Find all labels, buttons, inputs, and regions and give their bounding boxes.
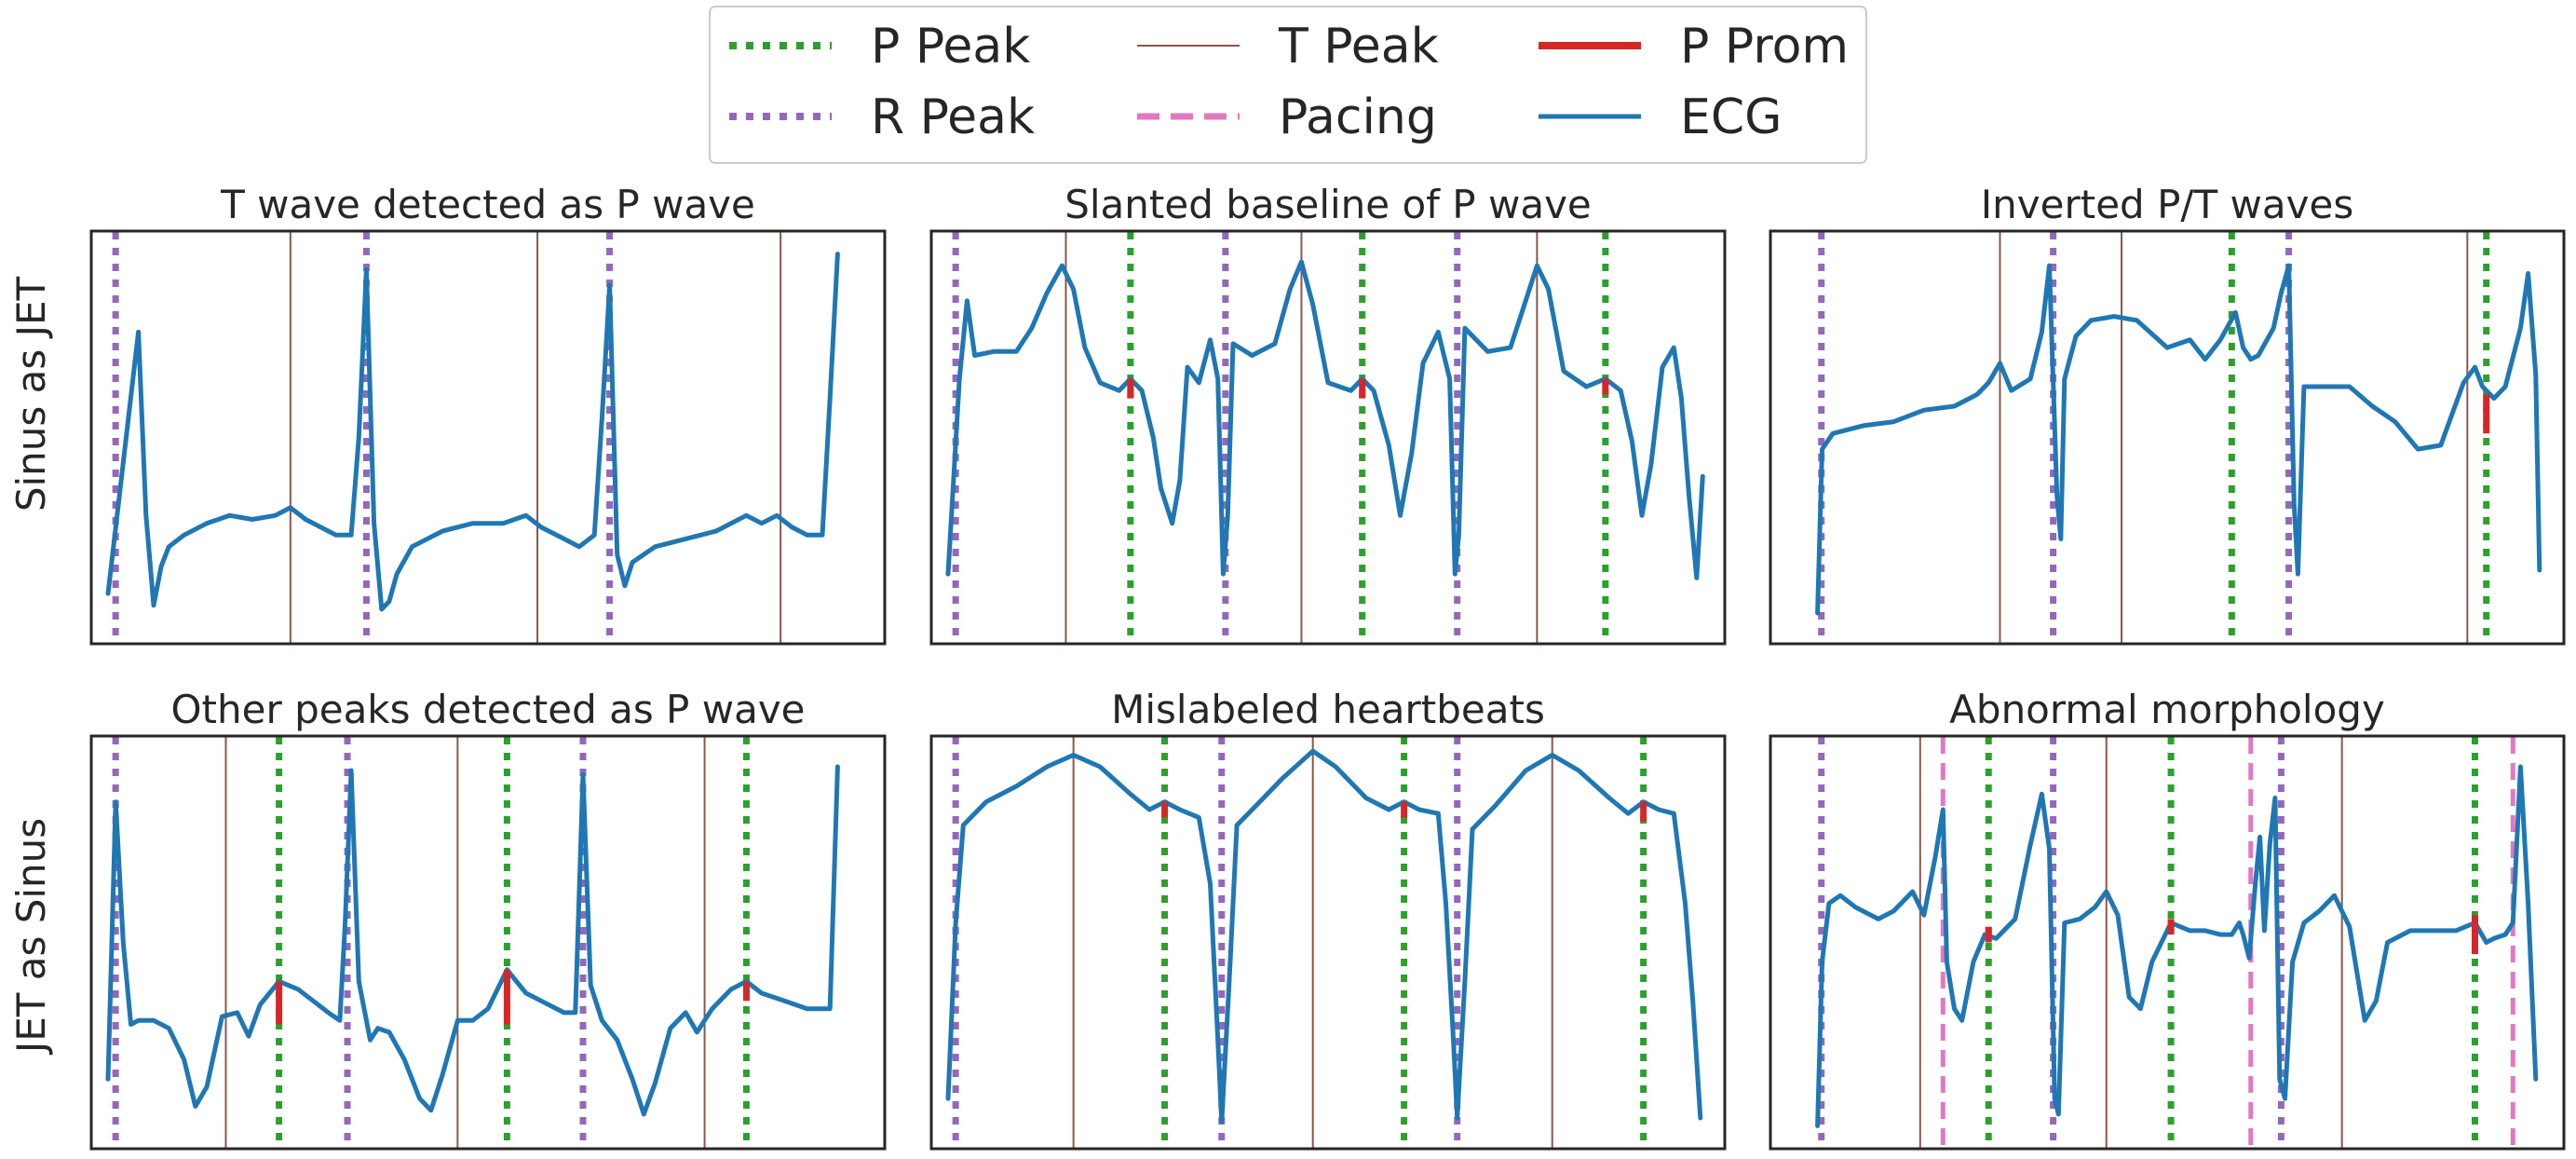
panel-frame bbox=[1769, 734, 2566, 1151]
legend-label: ECG bbox=[1680, 89, 1782, 145]
legend-label: P Prom bbox=[1680, 19, 1849, 75]
ecg-trace bbox=[105, 764, 840, 1117]
panel: Slanted baseline of P wave bbox=[929, 182, 1727, 646]
ecg-trace bbox=[1815, 263, 2542, 616]
panel-frame bbox=[89, 229, 887, 646]
panel: Other peaks detected as P wave bbox=[89, 687, 887, 1151]
panels: T wave detected as P wave Slanted baselin… bbox=[89, 182, 2566, 1151]
panel-background bbox=[91, 736, 885, 1149]
panel-title: Mislabeled heartbeats bbox=[1111, 687, 1545, 732]
legend-label: R Peak bbox=[871, 89, 1035, 145]
legend: P Peak T Peak P Prom R Peak Pacing ECG bbox=[709, 6, 1867, 164]
panel: Mislabeled heartbeats bbox=[929, 687, 1727, 1151]
panel-frame bbox=[929, 734, 1727, 1151]
panel-background bbox=[931, 736, 1725, 1149]
panel-background bbox=[91, 231, 885, 644]
ecg-trace bbox=[105, 252, 840, 612]
row-label-top: Sinus as JET bbox=[8, 276, 54, 511]
legend-label: P Peak bbox=[871, 19, 1030, 75]
panel-title: Other peaks detected as P wave bbox=[170, 687, 805, 732]
row-label-bottom: JET as Sinus bbox=[8, 818, 54, 1056]
panel-title: Inverted P/T waves bbox=[1981, 182, 2353, 227]
panel-frame bbox=[1769, 229, 2566, 646]
panel-title: Slanted baseline of P wave bbox=[1064, 182, 1592, 227]
panel-background bbox=[931, 231, 1725, 644]
panel-background bbox=[1770, 231, 2564, 644]
panel-title: T wave detected as P wave bbox=[220, 182, 755, 227]
panel-background bbox=[1770, 736, 2564, 1149]
panel: Inverted P/T waves bbox=[1769, 182, 2566, 646]
panel: T wave detected as P wave bbox=[89, 182, 887, 646]
ecg-trace bbox=[1815, 764, 2539, 1128]
panel-frame bbox=[929, 229, 1727, 646]
legend-label: T Peak bbox=[1278, 19, 1439, 75]
legend-label: Pacing bbox=[1279, 89, 1437, 145]
ecg-trace bbox=[945, 748, 1703, 1125]
panel: Abnormal morphology bbox=[1769, 687, 2566, 1151]
panel-frame bbox=[89, 734, 887, 1151]
panel-title: Abnormal morphology bbox=[1949, 687, 2385, 732]
